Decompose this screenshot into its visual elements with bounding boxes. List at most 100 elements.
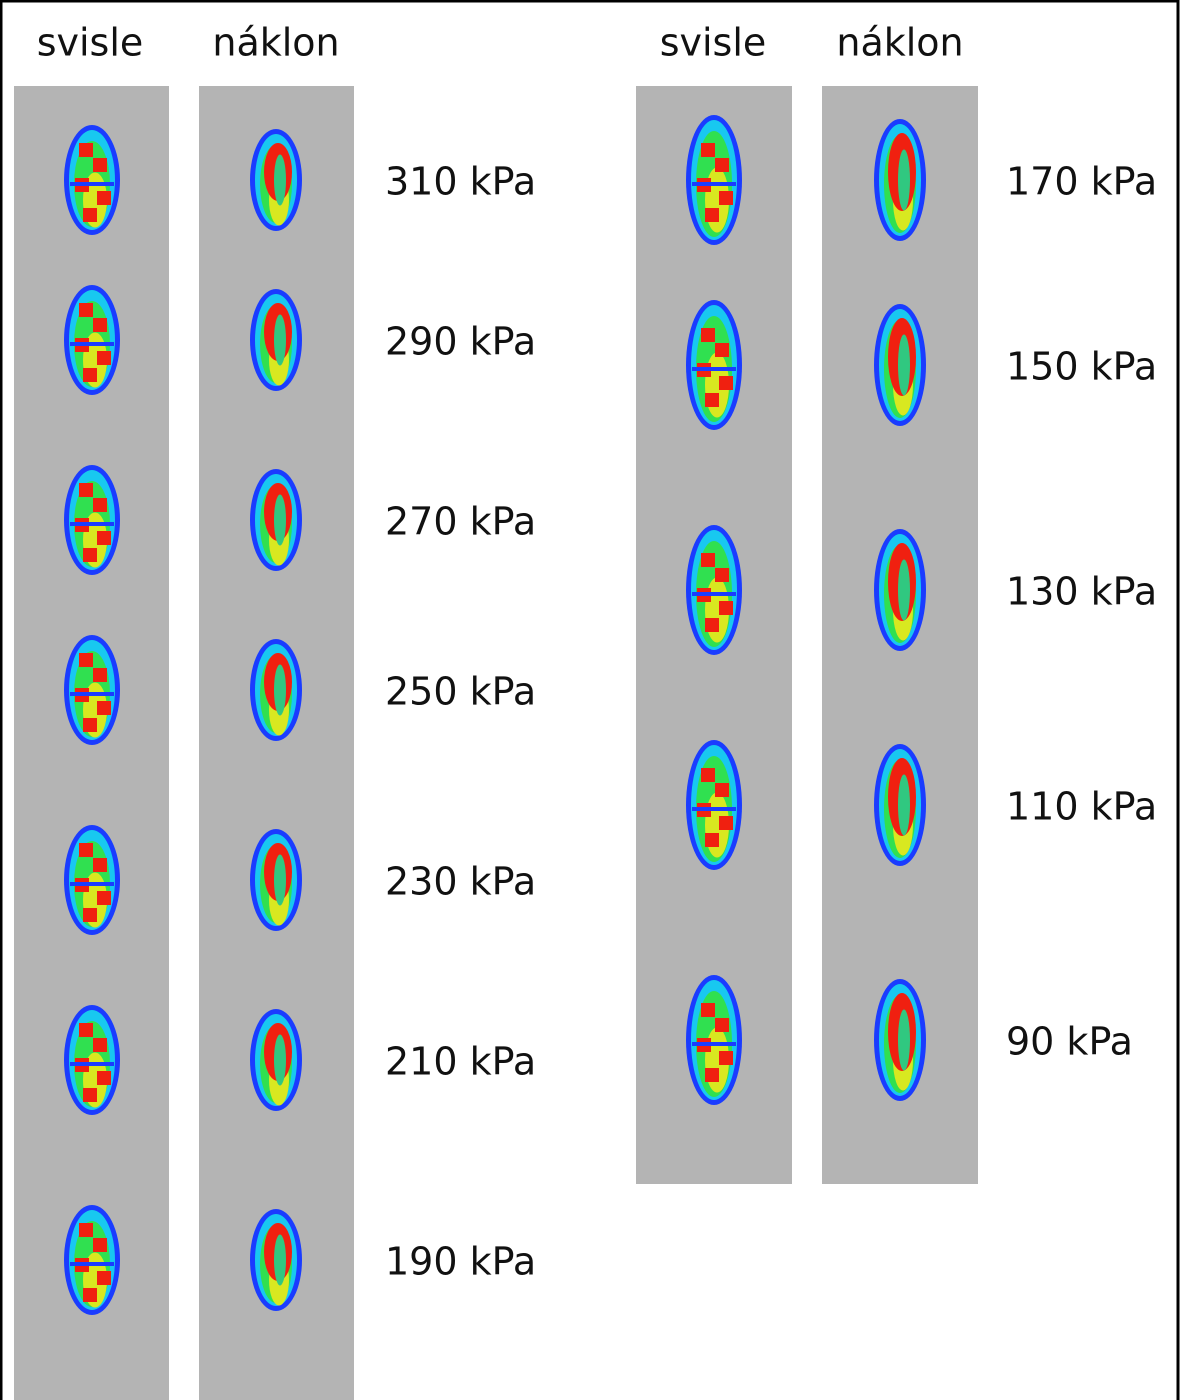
footprint-red bbox=[715, 1018, 729, 1032]
footprint-red bbox=[79, 843, 93, 857]
footprint-red bbox=[715, 343, 729, 357]
column-header: svisle bbox=[37, 21, 144, 65]
footprint-blue-band bbox=[70, 882, 114, 886]
footprint-red bbox=[715, 568, 729, 582]
footprint-red bbox=[705, 618, 719, 632]
footprint-red bbox=[83, 908, 97, 922]
footprint-red bbox=[97, 1071, 111, 1085]
footprint bbox=[250, 469, 302, 571]
footprint-red bbox=[97, 1271, 111, 1285]
column-header: náklon bbox=[212, 21, 339, 65]
footprint bbox=[64, 125, 120, 235]
footprint-green bbox=[274, 855, 286, 906]
footprint-green bbox=[898, 775, 910, 836]
footprint bbox=[686, 300, 742, 430]
footprint bbox=[64, 465, 120, 575]
footprint-green bbox=[274, 315, 286, 366]
frame bbox=[1, 1, 1178, 1400]
footprint-red bbox=[93, 858, 107, 872]
footprint bbox=[250, 129, 302, 231]
footprint-blue-band bbox=[70, 1262, 114, 1266]
footprint-red bbox=[93, 668, 107, 682]
footprint bbox=[250, 1009, 302, 1111]
footprint-green bbox=[898, 560, 910, 621]
pressure-label: 310 kPa bbox=[385, 160, 536, 204]
footprint-red bbox=[79, 303, 93, 317]
footprint bbox=[64, 1205, 120, 1315]
footprint-green bbox=[274, 495, 286, 546]
column-header: svisle bbox=[660, 21, 767, 65]
footprint-blue-band bbox=[70, 1062, 114, 1066]
footprint-green bbox=[274, 1035, 286, 1086]
footprint bbox=[874, 979, 926, 1101]
pressure-label: 110 kPa bbox=[1006, 785, 1157, 829]
footprint-red bbox=[93, 1038, 107, 1052]
footprint bbox=[250, 289, 302, 391]
footprint-red bbox=[719, 1051, 733, 1065]
footprint-green bbox=[898, 335, 910, 396]
footprint-red bbox=[701, 143, 715, 157]
pressure-label: 250 kPa bbox=[385, 670, 536, 714]
pressure-label: 210 kPa bbox=[385, 1040, 536, 1084]
footprint-red bbox=[79, 653, 93, 667]
footprint-red bbox=[83, 208, 97, 222]
pressure-label: 270 kPa bbox=[385, 500, 536, 544]
pressure-label: 150 kPa bbox=[1006, 345, 1157, 389]
footprint-red bbox=[93, 498, 107, 512]
footprint bbox=[874, 529, 926, 651]
footprint bbox=[686, 525, 742, 655]
footprint-red bbox=[719, 376, 733, 390]
footprint-red bbox=[79, 483, 93, 497]
footprint-green bbox=[274, 665, 286, 716]
pressure-label: 190 kPa bbox=[385, 1240, 536, 1284]
pressure-label: 130 kPa bbox=[1006, 570, 1157, 614]
footprint-red bbox=[701, 553, 715, 567]
footprint-blue-band bbox=[70, 182, 114, 186]
footprint-green bbox=[274, 1235, 286, 1286]
footprint-red bbox=[93, 158, 107, 172]
footprint-green bbox=[898, 1010, 910, 1071]
footprint-red bbox=[701, 768, 715, 782]
footprint-red bbox=[79, 1223, 93, 1237]
footprint-blue-band bbox=[692, 182, 736, 186]
footprint-red bbox=[93, 318, 107, 332]
pressure-label: 230 kPa bbox=[385, 860, 536, 904]
footprint bbox=[874, 119, 926, 241]
footprint bbox=[686, 975, 742, 1105]
footprint-green bbox=[898, 150, 910, 211]
footprint-red bbox=[83, 1088, 97, 1102]
footprint-red bbox=[701, 328, 715, 342]
footprint-blue-band bbox=[692, 592, 736, 596]
footprint bbox=[64, 825, 120, 935]
footprint-red bbox=[97, 891, 111, 905]
footprint-red bbox=[705, 393, 719, 407]
footprint bbox=[686, 115, 742, 245]
pressure-label: 170 kPa bbox=[1006, 160, 1157, 204]
footprint-red bbox=[97, 531, 111, 545]
footprint-red bbox=[83, 1288, 97, 1302]
pressure-label: 90 kPa bbox=[1006, 1020, 1133, 1064]
footprint-blue-band bbox=[70, 692, 114, 696]
footprint-red bbox=[97, 351, 111, 365]
pressure-label: 290 kPa bbox=[385, 320, 536, 364]
footprint-red bbox=[719, 191, 733, 205]
footprint-red bbox=[79, 1023, 93, 1037]
column-header: náklon bbox=[836, 21, 963, 65]
footprint-green bbox=[274, 155, 286, 206]
footprint bbox=[250, 639, 302, 741]
footprint-red bbox=[719, 816, 733, 830]
footprint bbox=[250, 1209, 302, 1311]
footprint bbox=[64, 1005, 120, 1115]
footprint-red bbox=[83, 368, 97, 382]
footprint-red bbox=[705, 833, 719, 847]
footprint-blue-band bbox=[70, 342, 114, 346]
footprint-red bbox=[79, 143, 93, 157]
footprint-blue-band bbox=[692, 1042, 736, 1046]
footprint-blue-band bbox=[692, 807, 736, 811]
footprint-blue-band bbox=[70, 522, 114, 526]
figure: svisle náklon svisle náklon 310 kPa 290 k… bbox=[0, 0, 1181, 1400]
footprint-red bbox=[705, 208, 719, 222]
footprint bbox=[686, 740, 742, 870]
footprint bbox=[874, 744, 926, 866]
footprint-red bbox=[719, 601, 733, 615]
